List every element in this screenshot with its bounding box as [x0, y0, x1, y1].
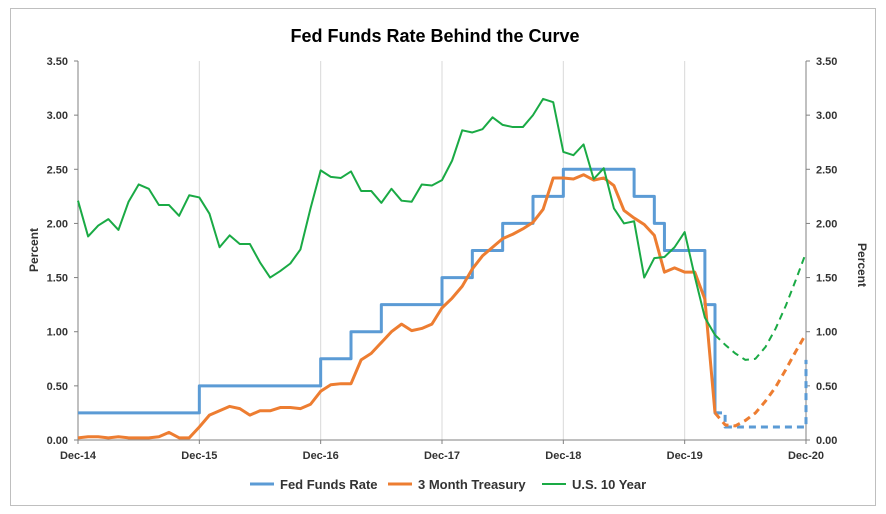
y-tick-label-right: 2.00	[816, 218, 837, 230]
x-tick-label: Dec-14	[60, 450, 97, 462]
y-tick-label-left: 1.50	[47, 273, 68, 285]
series-u-s-10-year	[77, 97, 716, 336]
legend-label: Fed Funds Rate	[280, 477, 378, 492]
legend-label: 3 Month Treasury	[418, 477, 526, 492]
y-tick-label-left: 3.50	[47, 56, 68, 68]
y-axis-label-right: Percent	[855, 243, 869, 287]
y-tick-label-right: 0.50	[816, 381, 837, 393]
grid	[198, 61, 686, 440]
x-tick-label: Dec-16	[303, 450, 339, 462]
y-tick-label-left: 2.50	[47, 164, 68, 176]
chart-title: Fed Funds Rate Behind the Curve	[290, 26, 579, 46]
x-tick-label: Dec-19	[667, 450, 703, 462]
legend: Fed Funds Rate 3 Month Treasury U.S. 10 Ye…	[250, 477, 646, 492]
series-fed-funds-rate-projected	[715, 359, 808, 429]
y-tick-label-left: 0.00	[47, 435, 68, 447]
y-tick-label-left: 2.00	[47, 218, 68, 230]
chart-frame	[10, 8, 876, 506]
series-lines	[77, 97, 808, 440]
y-tick-label-right: 0.00	[816, 435, 837, 447]
y-tick-label-right: 1.50	[816, 273, 837, 285]
x-tick-label: Dec-18	[545, 450, 581, 462]
x-tick-label: Dec-17	[424, 450, 460, 462]
y-tick-label-right: 1.00	[816, 327, 837, 339]
y-tick-label-right: 2.50	[816, 164, 837, 176]
y-tick-label-right: 3.50	[816, 56, 837, 68]
x-tick-label: Dec-20	[788, 450, 824, 462]
y-tick-label-left: 0.50	[47, 381, 68, 393]
axes: Dec-14 Dec-15 Dec-16 Dec-17 Dec-18 Dec-19 Dec-…	[47, 56, 838, 462]
x-tick-label: Dec-15	[181, 450, 217, 462]
legend-label: U.S. 10 Year	[572, 477, 646, 492]
y-axis-label-left: Percent	[27, 228, 41, 272]
series-3-month-treasury	[77, 173, 717, 440]
series-3-month-treasury-projected	[713, 333, 808, 428]
y-tick-label-left: 3.00	[47, 110, 68, 122]
y-tick-label-left: 1.00	[47, 327, 68, 339]
series-u-s-10-year-projected	[714, 252, 807, 361]
y-tick-label-right: 3.00	[816, 110, 837, 122]
